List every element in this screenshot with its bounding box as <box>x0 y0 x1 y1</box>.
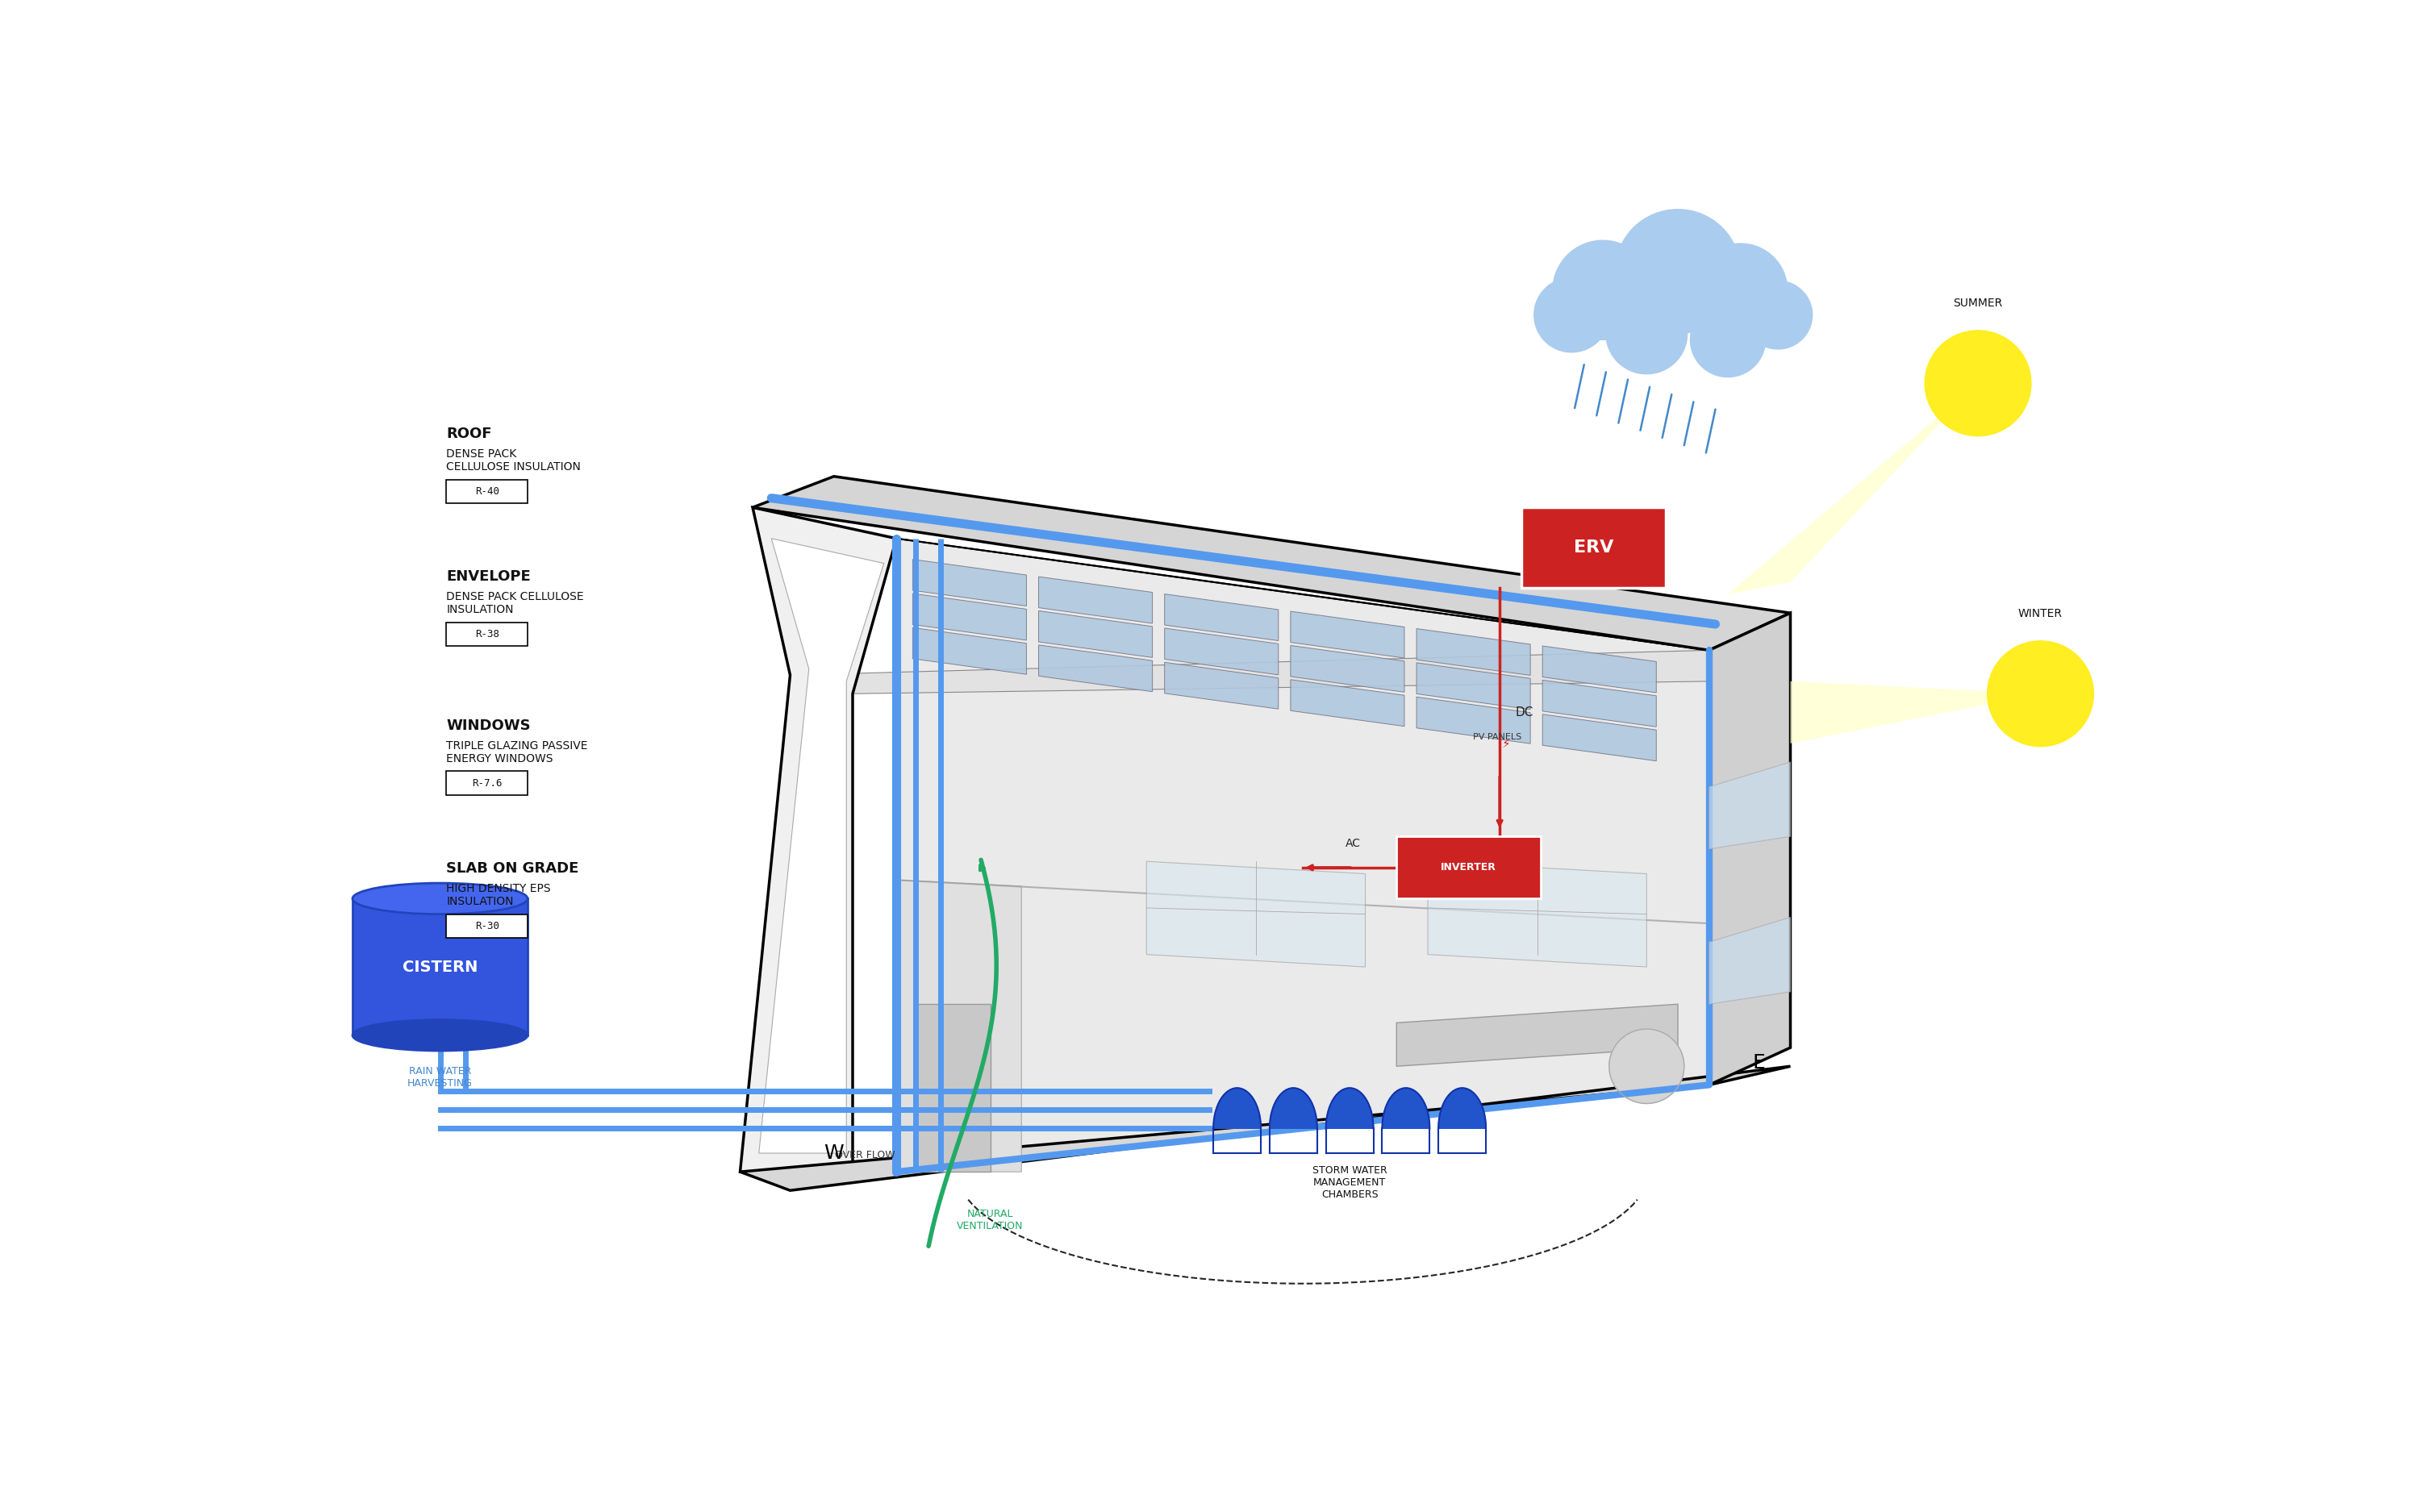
Circle shape <box>1617 209 1740 334</box>
Ellipse shape <box>353 1019 528 1051</box>
Polygon shape <box>1791 682 2040 744</box>
Polygon shape <box>1416 629 1529 676</box>
Text: OVER FLOW: OVER FLOW <box>835 1151 895 1161</box>
Text: DC: DC <box>1515 706 1534 718</box>
Text: DENSE PACK
CELLULOSE INSULATION: DENSE PACK CELLULOSE INSULATION <box>445 449 581 473</box>
Polygon shape <box>1290 646 1404 692</box>
Polygon shape <box>753 476 1791 650</box>
Polygon shape <box>760 538 883 1154</box>
Text: SLAB ON GRADE: SLAB ON GRADE <box>445 862 578 875</box>
Polygon shape <box>1147 862 1365 966</box>
Polygon shape <box>1038 646 1152 691</box>
Polygon shape <box>895 880 1021 1172</box>
Polygon shape <box>741 508 895 1172</box>
FancyBboxPatch shape <box>445 915 528 937</box>
Polygon shape <box>1709 762 1791 848</box>
Polygon shape <box>1728 383 1977 594</box>
Ellipse shape <box>353 883 528 915</box>
Polygon shape <box>1212 1089 1261 1128</box>
Circle shape <box>1534 278 1609 352</box>
Polygon shape <box>1038 576 1152 623</box>
Text: R-7.6: R-7.6 <box>472 777 501 788</box>
Text: RAIN WATER
HARVESTING: RAIN WATER HARVESTING <box>407 1066 472 1089</box>
Polygon shape <box>1709 918 1791 1004</box>
Text: SUMMER: SUMMER <box>1953 298 2004 308</box>
Polygon shape <box>1326 1089 1375 1128</box>
Circle shape <box>1694 243 1788 337</box>
Polygon shape <box>1164 662 1278 709</box>
Text: WINTER: WINTER <box>2018 608 2062 620</box>
FancyBboxPatch shape <box>1396 836 1539 898</box>
Circle shape <box>1742 281 1813 349</box>
Text: DENSE PACK CELLULOSE
INSULATION: DENSE PACK CELLULOSE INSULATION <box>445 591 583 615</box>
Circle shape <box>1924 331 2030 435</box>
Polygon shape <box>789 650 1709 694</box>
Polygon shape <box>1428 862 1646 966</box>
Text: HIGH DENSITY EPS
INSULATION: HIGH DENSITY EPS INSULATION <box>445 883 552 907</box>
Text: R-40: R-40 <box>474 485 499 496</box>
Circle shape <box>1609 1030 1684 1104</box>
Polygon shape <box>1164 594 1278 641</box>
FancyBboxPatch shape <box>445 623 528 646</box>
Polygon shape <box>1542 714 1655 761</box>
Polygon shape <box>1290 611 1404 658</box>
Text: ERV: ERV <box>1573 540 1614 556</box>
Text: PV PANELS: PV PANELS <box>1474 733 1522 741</box>
Text: E: E <box>1752 1054 1767 1072</box>
Text: ⚡: ⚡ <box>1500 738 1510 750</box>
Polygon shape <box>912 594 1026 640</box>
FancyBboxPatch shape <box>445 479 528 503</box>
Text: AC: AC <box>1346 838 1360 848</box>
Text: W: W <box>823 1143 845 1163</box>
Text: INVERTER: INVERTER <box>1440 862 1496 872</box>
Polygon shape <box>1542 646 1655 692</box>
Text: NATURAL
VENTILATION: NATURAL VENTILATION <box>956 1210 1024 1232</box>
Text: ENVELOPE: ENVELOPE <box>445 570 530 584</box>
Circle shape <box>1554 240 1653 340</box>
Text: WINDOWS: WINDOWS <box>445 718 530 733</box>
Text: R-30: R-30 <box>474 921 499 931</box>
FancyBboxPatch shape <box>445 771 528 795</box>
Polygon shape <box>1416 662 1529 709</box>
Circle shape <box>1987 641 2093 747</box>
FancyBboxPatch shape <box>1522 508 1665 588</box>
Polygon shape <box>1382 1089 1430 1128</box>
Polygon shape <box>1164 627 1278 674</box>
Polygon shape <box>895 538 1709 1172</box>
Circle shape <box>1689 302 1764 376</box>
Polygon shape <box>353 898 528 1036</box>
Text: TRIPLE GLAZING PASSIVE
ENERGY WINDOWS: TRIPLE GLAZING PASSIVE ENERGY WINDOWS <box>445 741 588 765</box>
Polygon shape <box>1290 679 1404 726</box>
Polygon shape <box>741 1066 1791 1190</box>
Text: STORM WATER
MANAGEMENT
CHAMBERS: STORM WATER MANAGEMENT CHAMBERS <box>1312 1166 1387 1201</box>
Polygon shape <box>1270 1089 1316 1128</box>
Polygon shape <box>912 627 1026 674</box>
Polygon shape <box>915 1004 990 1172</box>
Circle shape <box>1607 293 1687 373</box>
Polygon shape <box>1416 697 1529 744</box>
Polygon shape <box>1709 612 1791 1086</box>
Polygon shape <box>1038 611 1152 658</box>
Text: R-38: R-38 <box>474 629 499 640</box>
Polygon shape <box>1437 1089 1486 1128</box>
Text: CISTERN: CISTERN <box>402 959 477 975</box>
Polygon shape <box>912 559 1026 606</box>
Polygon shape <box>1396 1004 1677 1066</box>
Polygon shape <box>1542 680 1655 727</box>
Text: ROOF: ROOF <box>445 426 491 442</box>
